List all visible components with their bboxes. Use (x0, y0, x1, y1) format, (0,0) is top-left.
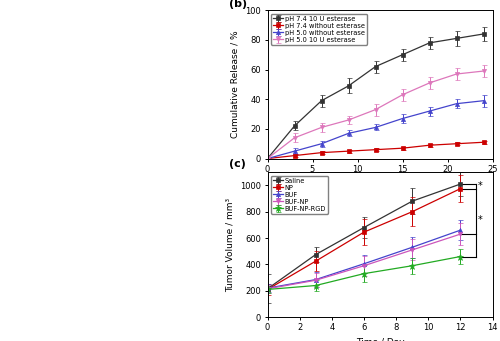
Y-axis label: Cumulative Release / %: Cumulative Release / % (231, 31, 240, 138)
Text: (c): (c) (229, 159, 246, 169)
Text: *: * (478, 215, 483, 225)
Legend: pH 7.4 10 U esterase, pH 7.4 without esterase, pH 5.0 without esterase, pH 5.0 1: pH 7.4 10 U esterase, pH 7.4 without est… (271, 14, 367, 45)
Text: *: * (478, 181, 483, 191)
X-axis label: Time / h: Time / h (362, 179, 399, 188)
Y-axis label: Tumor Volume / mm³: Tumor Volume / mm³ (226, 197, 234, 292)
X-axis label: Time / Day: Time / Day (356, 338, 405, 341)
Text: (b): (b) (229, 0, 248, 9)
Legend: Saline, NP, BUF, BUF-NP, BUF-NP-RGD: Saline, NP, BUF, BUF-NP, BUF-NP-RGD (271, 176, 328, 213)
